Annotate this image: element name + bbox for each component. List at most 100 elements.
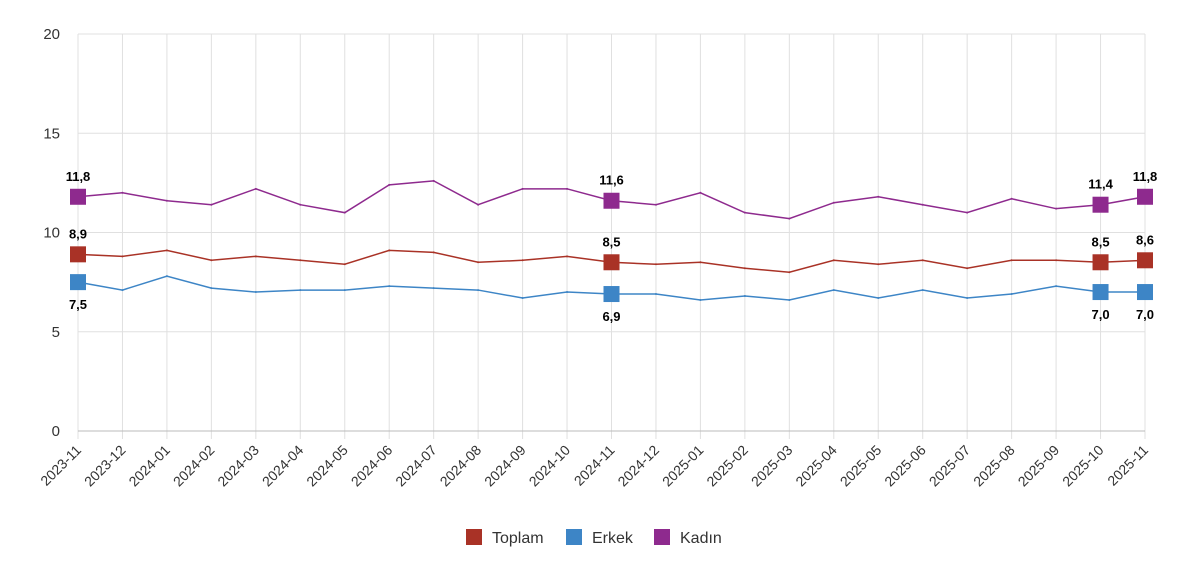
data-point [388,285,391,288]
x-tick-label: 2025-05 [837,442,885,490]
data-point [121,255,124,258]
x-tick-label: 2024-02 [170,442,218,490]
data-point [566,291,569,294]
data-point [165,199,168,202]
y-tick-label: 15 [43,125,60,142]
x-tick-label: 2024-08 [437,442,485,490]
data-point [432,287,435,290]
data-label: 11,8 [66,169,91,184]
y-tick-label: 20 [43,26,60,43]
x-tick-label: 2024-05 [303,442,351,490]
legend-label-erkek: Erkek [592,530,634,547]
x-tick-label: 2024-09 [481,442,529,490]
data-point [966,267,969,270]
x-tick-label: 2023-11 [37,442,84,489]
data-point [210,203,213,206]
data-point [477,261,480,264]
data-point [254,187,257,190]
data-point [254,291,257,294]
data-label: 8,5 [1092,234,1110,249]
data-point [877,195,880,198]
data-point [343,211,346,214]
data-point [654,293,657,296]
highlight-marker [70,188,86,205]
data-point [877,297,880,300]
data-point [699,191,702,194]
data-point [699,261,702,264]
y-tick-label: 5 [52,324,60,341]
x-tick-label: 2025-02 [703,442,751,490]
highlight-marker [603,254,620,271]
data-point [477,203,480,206]
data-point [832,201,835,204]
x-tick-label: 2024-06 [348,442,396,490]
data-point [1055,285,1058,288]
data-point [654,203,657,206]
highlight-marker [1092,284,1109,301]
x-tick-label: 2025-06 [881,442,929,490]
x-tick-label: 2025-11 [1104,442,1151,489]
x-tick-label: 2025-04 [792,442,840,490]
data-point [699,298,702,301]
data-point [743,295,746,298]
data-point [1010,259,1013,262]
data-point [743,267,746,270]
data-labels: 8,9 8,5 8,5 8,6 7,5 6,9 7,0 7,0 11,8 11,6 11,4 11,8 [66,169,1158,324]
data-point [566,255,569,258]
legend-swatch-toplam [466,529,482,545]
data-point [566,187,569,190]
x-tick-label: 2023-12 [81,442,129,490]
data-label: 8,5 [602,234,620,249]
data-point [299,259,302,262]
legend[interactable]: Toplam Erkek Kadın [466,529,722,547]
data-point [477,289,480,292]
highlight-marker [1092,196,1109,213]
data-point [832,289,835,292]
x-tick-label: 2024-04 [259,442,307,490]
legend-swatch-kadın [654,529,670,545]
y-tick-label: 0 [52,423,60,440]
y-axis: 0 5 10 15 20 [43,26,60,440]
data-point [165,249,168,252]
data-point [210,259,213,262]
x-tick-label: 2024-07 [392,442,440,490]
x-tick-label: 2024-10 [526,442,574,490]
data-label: 11,4 [1088,177,1113,192]
y-tick-label: 10 [43,225,60,242]
data-point [165,275,168,278]
data-point [966,297,969,300]
data-point [121,289,124,292]
data-point [966,211,969,214]
x-tick-label: 2024-11 [571,442,618,489]
x-tick-label: 2024-03 [214,442,262,490]
series-markers [70,179,1153,303]
data-point [521,297,524,300]
x-tick-label: 2025-08 [970,442,1018,490]
data-label: 7,0 [1092,307,1110,322]
data-point [1010,197,1013,200]
highlight-marker [70,274,86,291]
data-point [788,217,791,220]
data-point [832,259,835,262]
highlight-marker [1137,188,1153,205]
data-label: 11,6 [599,173,624,188]
data-point [254,255,257,258]
data-point [121,191,124,194]
data-label: 7,0 [1136,307,1154,322]
data-point [788,298,791,301]
data-point [432,179,435,182]
data-point [921,259,924,262]
data-label: 7,5 [69,297,87,312]
data-point [388,183,391,186]
data-point [521,259,524,262]
data-point [877,263,880,266]
legend-label-kadın: Kadın [680,530,722,547]
data-point [343,289,346,292]
x-tick-label: 2024-12 [614,442,662,490]
data-point [1055,207,1058,210]
data-label: 8,9 [69,226,87,241]
data-point [299,289,302,292]
grid [77,33,1146,439]
data-label: 11,8 [1133,169,1158,184]
